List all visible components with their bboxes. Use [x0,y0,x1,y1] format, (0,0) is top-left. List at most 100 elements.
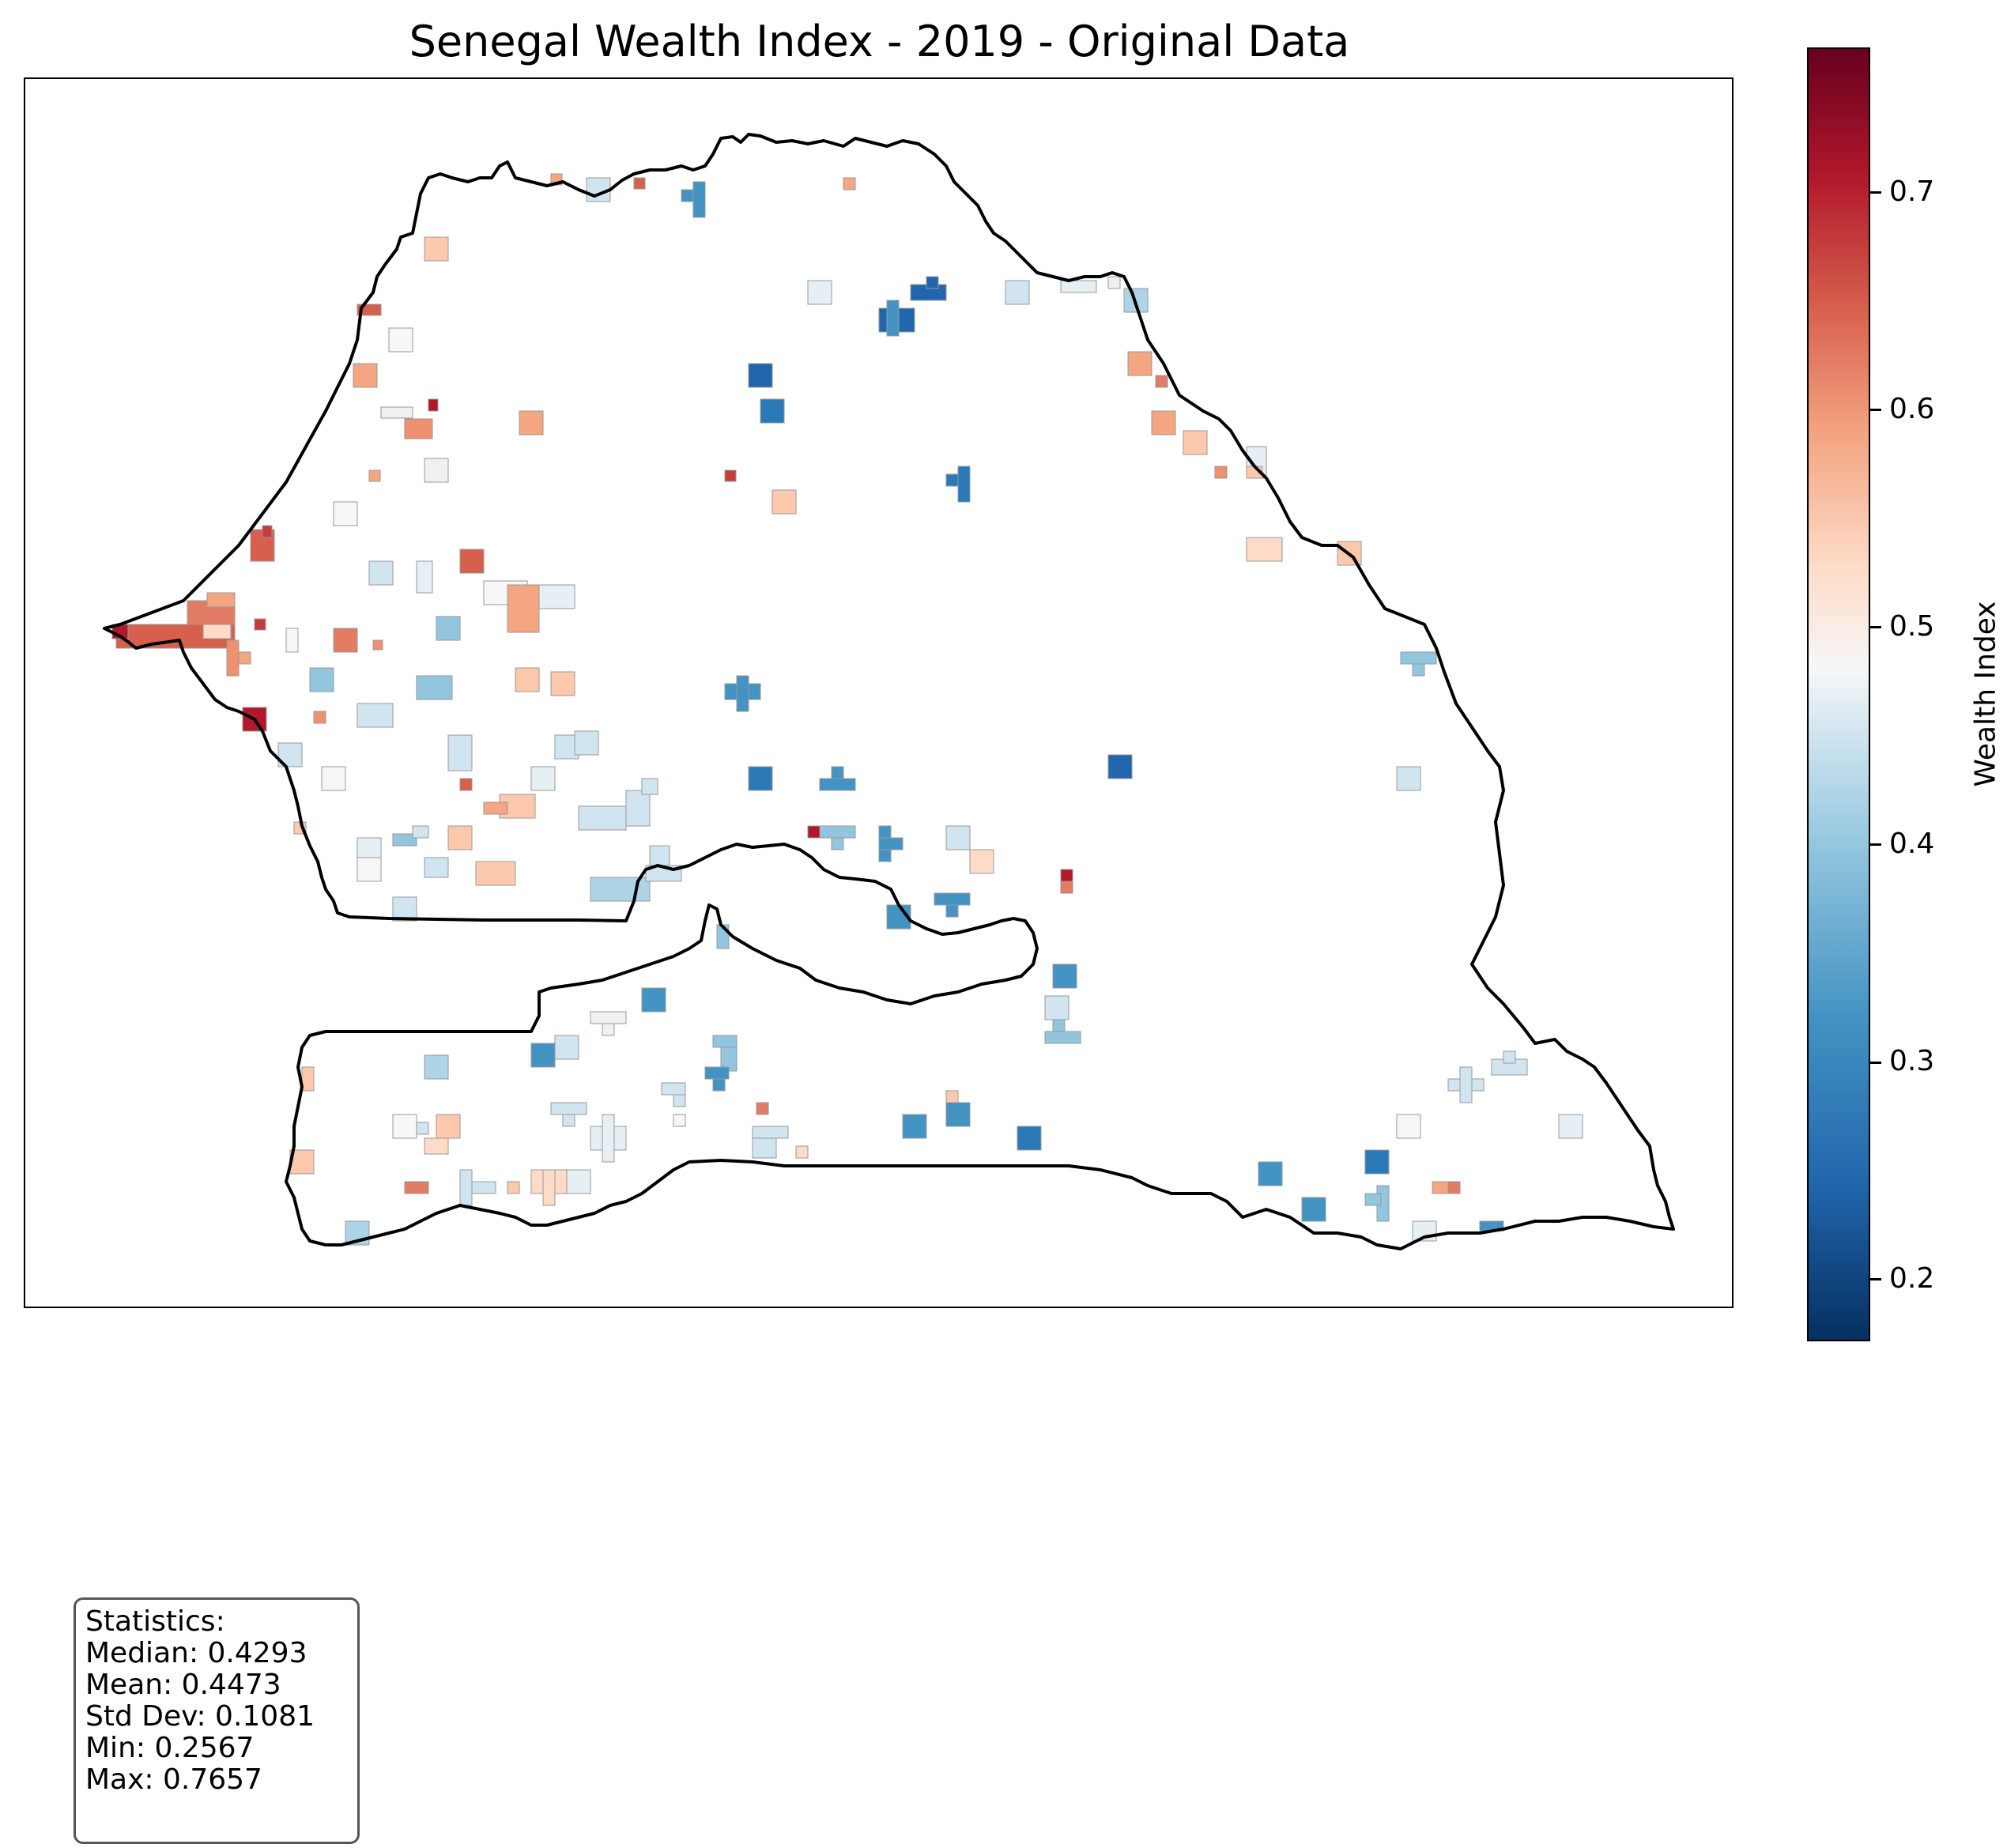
wealth-cell [957,466,971,503]
wealth-cell [756,1102,769,1115]
wealth-cell [550,671,575,696]
wealth-cell [202,624,232,639]
wealth-cell [424,236,449,262]
wealth-cell [712,1035,738,1048]
wealth-cell [1258,1161,1283,1186]
wealth-cell [641,778,658,795]
wealth-cell [649,845,670,866]
wealth-cell [831,837,844,850]
stats-mean: Mean: 0.4473 [85,1669,281,1701]
wealth-cell [1151,410,1176,436]
wealth-cell [819,778,856,791]
wealth-cell [447,734,473,771]
wealth-cells [111,173,1583,1246]
wealth-cell [1127,351,1153,376]
wealth-cell [1301,1197,1326,1222]
wealth-cell [459,1169,473,1206]
wealth-cell [262,525,273,538]
colorbar-tick [1870,1062,1881,1064]
wealth-cell [752,1137,777,1159]
wealth-cell [285,628,299,653]
wealth-cell [368,560,394,586]
wealth-cell [1364,1149,1390,1175]
wealth-cell [752,1126,789,1139]
wealth-cell [590,877,651,902]
colorbar-tick [1870,626,1881,628]
wealth-cell [1155,375,1168,388]
map-title: Senegal Wealth Index - 2019 - Original D… [409,17,1350,66]
wealth-cell [428,398,439,412]
stats-max: Max: 0.7657 [85,1763,262,1796]
stats-heading: Statistics: [85,1605,225,1638]
wealth-cell [1246,537,1283,562]
colorbar-tick-label: 0.3 [1889,1045,1935,1077]
wealth-cell [447,825,473,850]
wealth-cell [673,1114,686,1127]
wealth-cell [574,730,599,756]
wealth-cell [424,857,449,878]
wealth-cell [1107,754,1133,779]
wealth-cell [661,1082,686,1096]
wealth-cell [704,1066,730,1080]
wealth-cell [641,987,666,1013]
colorbar-tick [1870,843,1881,846]
wealth-cell [771,489,797,515]
wealth-cell [333,501,358,526]
wealth-cell [902,1114,927,1139]
colorbar-tick-label: 0.2 [1889,1262,1935,1295]
wealth-cell [424,1054,449,1080]
wealth-cell [554,1035,579,1060]
wealth-cell [562,1114,575,1127]
wealth-cell [1412,663,1425,677]
wealth-cell [748,766,773,791]
colorbar-tick [1870,1278,1881,1280]
wealth-cell [1447,1181,1461,1194]
wealth-cell [238,651,251,665]
wealth-cell [1052,1019,1066,1032]
colorbar-tick [1870,409,1881,411]
wealth-cell [404,418,433,439]
wealth-cell [206,592,236,608]
wealth-cell [945,1102,971,1127]
wealth-cell [507,584,540,633]
wealth-cell [748,363,773,388]
wealth-cell [416,1122,429,1135]
map-canvas [103,133,1675,1250]
stats-min: Min: 0.2567 [85,1732,255,1764]
wealth-cell [1364,1193,1382,1206]
wealth-cell [459,549,485,574]
wealth-cell [380,406,413,419]
wealth-cell [760,398,785,424]
wealth-cell [945,904,959,918]
wealth-cell [1503,1050,1516,1064]
wealth-cell [416,675,453,700]
wealth-cell [566,1169,591,1194]
wealth-cell [1060,881,1073,894]
wealth-cell [459,778,473,791]
wealth-cell [1005,280,1030,305]
wealth-cell [357,857,382,882]
wealth-cell [550,1102,587,1115]
wealth-cell [878,837,904,850]
wealth-cell [483,801,508,815]
wealth-cell [1558,1114,1583,1139]
wealth-cell [692,181,706,218]
wealth-cell [1060,280,1097,293]
wealth-cell [819,825,856,839]
wealth-cell [388,327,413,353]
wealth-cell [673,1094,686,1107]
wealth-cell [353,363,378,388]
wealth-cell [412,825,429,839]
wealth-cell [736,675,749,712]
wealth-cell [309,667,334,692]
wealth-cell [436,616,461,641]
wealth-cell [886,300,900,337]
wealth-cell [602,1023,615,1036]
wealth-cell [807,280,832,305]
wealth-cell [313,711,326,724]
wealth-cell [471,1181,496,1194]
wealth-cell [357,703,394,728]
wealth-cell [226,639,240,677]
wealth-cell [530,1043,556,1068]
wealth-cell [392,833,417,847]
